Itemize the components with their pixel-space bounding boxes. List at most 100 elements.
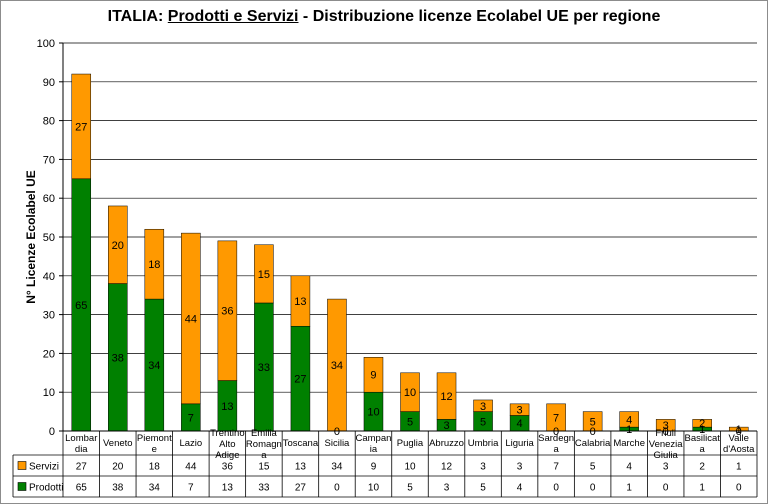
data-label-prodotti: 5	[480, 416, 486, 428]
table-cell-prodotti: 13	[222, 483, 234, 494]
table-cell-prodotti: 1	[699, 483, 705, 494]
bar-servizi	[108, 205, 128, 284]
table-cell-prodotti: 7	[188, 483, 194, 494]
data-label-servizi: 12	[440, 391, 452, 403]
category-label: Adige	[215, 450, 239, 461]
category-label: Piemont	[137, 433, 172, 444]
data-label-servizi: 4	[626, 414, 632, 426]
table-cell-prodotti: 4	[517, 483, 523, 494]
data-label-servizi: 3	[663, 420, 669, 432]
category-label: Valle	[729, 433, 749, 444]
table-cell-prodotti: 10	[368, 483, 380, 494]
table-cell-prodotti: 3	[444, 483, 450, 494]
y-tick-label: 60	[43, 193, 55, 205]
bar-servizi	[473, 399, 493, 412]
table-cell-servizi: 2	[699, 462, 705, 473]
data-label-servizi: 1	[736, 424, 742, 436]
data-label-prodotti: 0	[736, 426, 742, 438]
chart-title-suffix: - Distribuzione licenze Ecolabel UE per …	[298, 8, 661, 25]
category-label: Sardegn	[538, 433, 574, 444]
table-cell-servizi: 15	[258, 462, 270, 473]
data-label-prodotti: 1	[699, 424, 705, 436]
y-axis-title: N° Licenze Ecolabel UE	[24, 170, 38, 304]
table-cell-prodotti: 27	[295, 483, 307, 494]
category-label: Giulia	[654, 450, 679, 461]
category-label: Lazio	[179, 438, 202, 449]
y-tick-label: 40	[43, 271, 55, 283]
bar-servizi	[619, 411, 639, 428]
bar-servizi	[363, 357, 384, 393]
table-cell-prodotti: 1	[626, 483, 632, 494]
chart-title: ITALIA: Prodotti e Servizi - Distribuzio…	[1, 8, 767, 30]
data-label-prodotti: 3	[443, 420, 449, 432]
category-label: a	[700, 444, 706, 455]
category-label: a	[261, 450, 267, 461]
category-label: Alto	[219, 439, 235, 450]
data-label-servizi: 5	[590, 416, 596, 428]
category-label: Sicilia	[325, 438, 351, 449]
table-cell-prodotti: 0	[590, 483, 596, 494]
table-cell-servizi: 34	[331, 462, 343, 473]
table-cell-servizi: 3	[480, 462, 486, 473]
table-cell-prodotti: 38	[112, 483, 124, 494]
category-label: Abruzzo	[429, 438, 464, 449]
data-label-prodotti: 13	[221, 401, 233, 413]
data-label-prodotti: 1	[626, 424, 632, 436]
data-label-prodotti: 0	[590, 426, 596, 438]
data-label-servizi: 44	[185, 313, 197, 325]
legend-key-prodotti	[17, 482, 27, 491]
data-label-servizi: 9	[370, 370, 376, 382]
y-tick-label: 10	[43, 387, 55, 399]
category-label: d'Aosta	[723, 444, 755, 455]
category-label: Umbria	[468, 438, 499, 449]
data-label-prodotti: 0	[334, 426, 340, 438]
category-label: Trentino	[210, 428, 245, 439]
data-label-servizi: 20	[112, 240, 124, 252]
table-cell-prodotti: 33	[258, 483, 270, 494]
bar-servizi	[144, 228, 165, 300]
data-label-servizi: 2	[699, 418, 705, 430]
y-tick-label: 50	[43, 232, 55, 244]
legend-label-servizi: Servizi	[29, 462, 59, 473]
table-cell-servizi: 12	[441, 462, 453, 473]
bar-servizi	[436, 372, 457, 420]
bar-servizi	[400, 372, 420, 412]
table-cell-servizi: 20	[112, 462, 124, 473]
data-label-servizi: 10	[404, 387, 416, 399]
table-cell-prodotti: 0	[553, 483, 559, 494]
table-cell-prodotti: 5	[407, 483, 413, 494]
table-cell-prodotti: 0	[663, 483, 669, 494]
table-cell-servizi: 1	[736, 462, 742, 473]
category-label: Friuli	[655, 428, 676, 439]
chart-title-prefix: ITALIA:	[107, 8, 168, 25]
category-label: Basilicat	[685, 433, 721, 444]
bar-servizi	[181, 232, 201, 405]
table-cell-servizi: 4	[626, 462, 632, 473]
table-cell-servizi: 36	[222, 462, 234, 473]
y-tick-label: 20	[43, 348, 55, 360]
y-tick-label: 30	[43, 310, 55, 322]
data-label-servizi: 27	[75, 121, 87, 133]
bars-layer: 6527382034187441336331527130341095103125…	[71, 73, 749, 438]
category-label: a	[553, 444, 559, 455]
category-label: Marche	[613, 438, 645, 449]
table-cell-servizi: 3	[663, 462, 669, 473]
data-label-servizi: 3	[517, 405, 523, 417]
data-label-servizi: 34	[331, 360, 343, 372]
category-label: Veneto	[103, 438, 133, 449]
category-label: Puglia	[397, 438, 424, 449]
y-tick-label: 100	[37, 38, 55, 50]
category-label: Toscana	[283, 438, 319, 449]
data-label-prodotti: 38	[112, 352, 124, 364]
table-cell-servizi: 27	[76, 462, 88, 473]
data-label-prodotti: 33	[258, 362, 270, 374]
category-label: Lombar	[65, 433, 97, 444]
data-label-prodotti: 4	[517, 418, 523, 430]
data-label-prodotti: 10	[367, 407, 379, 419]
table-cell-prodotti: 34	[149, 483, 161, 494]
category-label: Emilia	[251, 428, 278, 439]
bar-servizi	[509, 403, 530, 416]
